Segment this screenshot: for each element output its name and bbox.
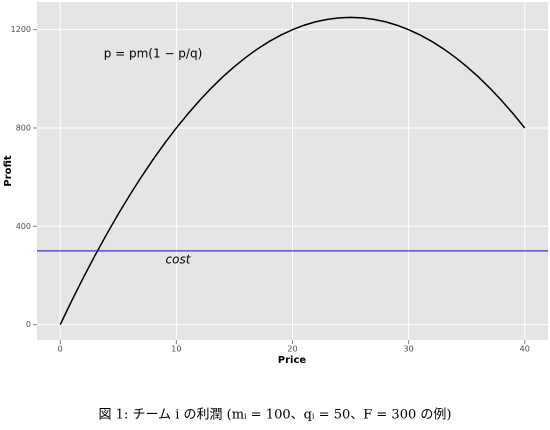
x-tick-label: 30 — [404, 345, 414, 354]
y-axis-title: Profit — [3, 155, 14, 187]
x-tick-label: 0 — [58, 345, 63, 354]
y-tick-label: 400 — [16, 222, 31, 231]
y-tick-label: 1200 — [11, 25, 31, 34]
cost-label: cost — [166, 252, 192, 266]
x-tick-label: 10 — [171, 345, 181, 354]
x-tick-label: 20 — [287, 345, 297, 354]
formula-annotation: p = pm(1 − p/q) — [104, 47, 203, 61]
y-tick-label: 800 — [16, 123, 31, 132]
x-axis-title: Price — [278, 355, 307, 366]
x-tick-label: 40 — [520, 345, 530, 354]
profit-line — [59, 16, 526, 325]
figure-caption: 図 1: チーム i の利潤 (mᵢ = 100、qᵢ = 50、F = 300… — [99, 408, 452, 423]
y-tick-label: 0 — [26, 320, 31, 329]
